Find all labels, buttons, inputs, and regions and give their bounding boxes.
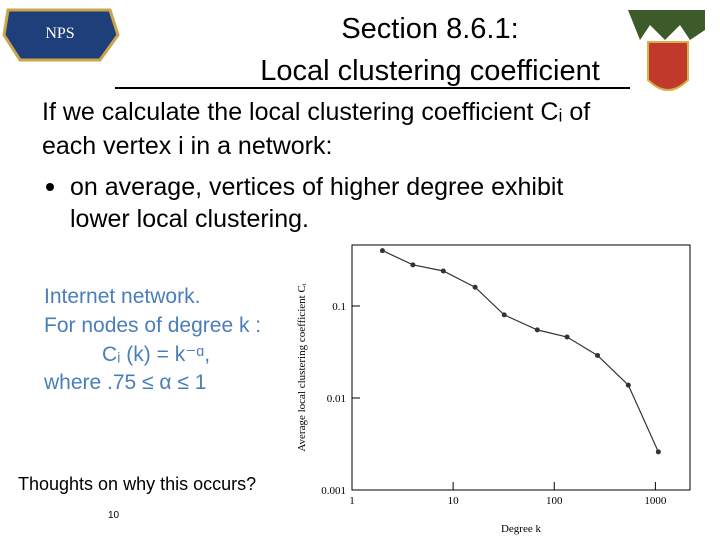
note-line: Cᵢ (k) = k⁻ᵅ, [102, 343, 210, 366]
data-point [564, 334, 570, 340]
data-point [379, 248, 385, 254]
data-point [440, 268, 446, 274]
y-tick-label: 0.1 [332, 301, 346, 313]
intro-line: If we calculate the local clustering coe… [42, 98, 590, 126]
data-point [501, 312, 507, 318]
data-point [410, 262, 416, 268]
page-number: 10 [108, 510, 120, 521]
data-line [382, 250, 659, 453]
x-tick-label: 1 [349, 495, 355, 507]
x-axis-label: Degree k [501, 523, 542, 535]
data-point [534, 327, 540, 333]
bullet-line: lower local clustering. [70, 205, 309, 233]
note-line: For nodes of degree k : [44, 314, 261, 337]
y-axis-label: Average local clustering coefficient Cᵢ [296, 283, 308, 451]
x-tick-label: 1000 [644, 495, 667, 507]
chart: 1 10 100 1000 0.001 0.01 0.1 Degree k Average lo… [290, 238, 700, 540]
x-tick-label: 100 [546, 495, 563, 507]
title-line: Section 8.6.1: [341, 13, 518, 45]
data-point [472, 284, 478, 290]
data-point [625, 382, 631, 388]
title-line: Local clustering coefficient [260, 55, 600, 87]
note-line: where .75 ≤ α ≤ 1 [43, 371, 206, 394]
x-tick-label: 10 [448, 495, 460, 507]
data-point [595, 352, 601, 358]
crest-logo [628, 10, 705, 91]
plot-frame [351, 244, 691, 491]
note-line: Internet network. [44, 285, 200, 308]
svg-text:NPS: NPS [45, 25, 74, 42]
footer: Thoughts on why this occurs? [18, 474, 256, 494]
bullet-line: on average, vertices of higher degree ex… [70, 173, 563, 201]
y-tick-label: 0.001 [321, 485, 346, 497]
y-tick-label: 0.01 [327, 393, 346, 405]
nps-logo: NPS [2, 8, 120, 62]
bullet-dot [46, 183, 54, 191]
data-point [655, 449, 661, 455]
intro-line: each vertex i in a network: [42, 132, 332, 160]
